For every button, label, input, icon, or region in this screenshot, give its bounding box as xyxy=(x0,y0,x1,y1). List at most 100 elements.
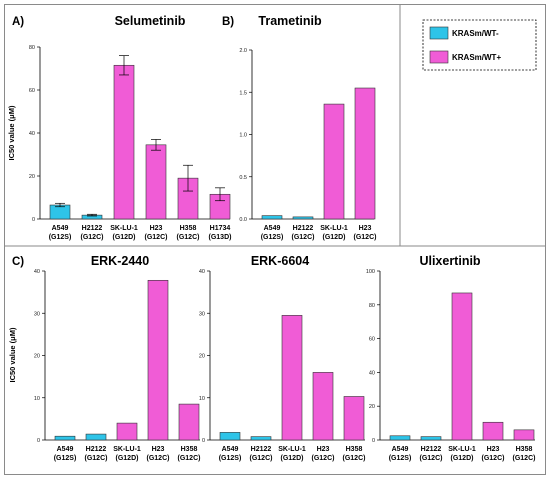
x-tick-sublabel: (G12C) xyxy=(177,234,200,241)
legend: KRASm/WT- KRASm/WT+ xyxy=(422,19,537,71)
y-tick-label: 60 xyxy=(369,337,375,343)
bar-erk2440-3 xyxy=(147,279,169,441)
legend-swatch-wt-plus xyxy=(429,50,449,64)
bar-ulixertinib-0 xyxy=(389,435,411,441)
x-tick-sublabel: (G13D) xyxy=(209,234,232,241)
chart-title: Ulixertinib xyxy=(419,254,480,268)
x-tick-label: H23 xyxy=(152,446,165,453)
bar-erk2440-1 xyxy=(85,433,107,441)
y-tick-label: 0 xyxy=(372,438,375,444)
y-tick-label: 100 xyxy=(366,269,375,275)
bar-selumetinib-3 xyxy=(145,144,167,220)
x-tick-label: H23 xyxy=(359,225,372,232)
bar-erk2440-2 xyxy=(116,422,138,441)
x-tick-sublabel: (G12S) xyxy=(389,455,412,462)
panel-selumetinib: Selumetinib A) IC50 value (μM) 0 20 40 60 80 A54… xyxy=(7,14,231,241)
y-tick-label: 20 xyxy=(29,174,35,180)
y-tick-label: 2.0 xyxy=(239,48,247,54)
panel-ulixertinib: Ulixertinib 0 20 40 60 80 100 A549 (G12S) H2122 (G… xyxy=(366,254,536,462)
y-tick-label: 0 xyxy=(32,217,35,223)
y-tick-label: 60 xyxy=(29,88,35,94)
x-tick-label: H2122 xyxy=(82,225,103,232)
bar-erk6604-2 xyxy=(281,315,303,441)
y-tick-label: 40 xyxy=(199,269,205,275)
bar-erk2440-4 xyxy=(178,403,200,441)
y-tick-label: 1.5 xyxy=(239,90,247,96)
x-tick-label: A549 xyxy=(392,446,409,453)
figure-frame xyxy=(4,4,546,475)
y-tick-label: 40 xyxy=(369,370,375,376)
x-tick-sublabel: (G12C) xyxy=(420,455,443,462)
y-tick-label: 30 xyxy=(199,311,205,317)
x-tick-label: H358 xyxy=(516,446,533,453)
y-tick-label: 40 xyxy=(29,131,35,137)
x-tick-label: H23 xyxy=(317,446,330,453)
x-tick-sublabel: (G12C) xyxy=(147,455,170,462)
x-tick-label: H23 xyxy=(150,225,163,232)
bar-trametinib-0 xyxy=(261,215,283,220)
x-tick-sublabel: (G12D) xyxy=(281,455,304,462)
panel-erk-6604: ERK-6604 0 10 20 30 40 A549 (G12S) H2122 (G12C) SK… xyxy=(199,254,366,462)
y-tick-label: 10 xyxy=(34,396,40,402)
x-tick-sublabel: (G12C) xyxy=(145,234,168,241)
chart-title: ERK-2440 xyxy=(91,254,149,268)
panel-label: A) xyxy=(12,16,24,28)
x-tick-sublabel: (G12C) xyxy=(513,455,536,462)
x-tick-sublabel: (G12C) xyxy=(85,455,108,462)
y-tick-label: 20 xyxy=(369,404,375,410)
y-tick-label: 1.0 xyxy=(239,133,247,139)
x-tick-label: A549 xyxy=(222,446,239,453)
y-tick-label: 20 xyxy=(199,354,205,360)
x-tick-sublabel: (G12D) xyxy=(113,234,136,241)
x-tick-label: H2122 xyxy=(293,225,314,232)
y-axis-label: IC50 value (μM) xyxy=(8,327,17,383)
x-tick-label: H358 xyxy=(181,446,198,453)
x-tick-label: H2122 xyxy=(251,446,272,453)
y-tick-label: 80 xyxy=(29,45,35,51)
x-tick-sublabel: (G12C) xyxy=(250,455,273,462)
x-tick-sublabel: (G12S) xyxy=(54,455,77,462)
y-tick-label: 20 xyxy=(34,354,40,360)
chart-title: Selumetinib xyxy=(115,14,186,28)
legend-label-wt-minus: KRASm/WT- xyxy=(452,29,499,38)
bar-ulixertinib-3 xyxy=(482,421,504,441)
bar-selumetinib-0 xyxy=(49,204,71,220)
x-tick-label: H2122 xyxy=(86,446,107,453)
x-tick-label: SK-LU-1 xyxy=(320,225,348,232)
legend-box xyxy=(422,19,537,71)
x-tick-sublabel: (G12S) xyxy=(261,234,284,241)
y-tick-label: 0 xyxy=(202,438,205,444)
y-tick-label: 0.5 xyxy=(239,175,247,181)
y-tick-label: 40 xyxy=(34,269,40,275)
bar-trametinib-1 xyxy=(292,216,314,220)
x-tick-sublabel: (G12C) xyxy=(292,234,315,241)
x-tick-sublabel: (G12D) xyxy=(323,234,346,241)
x-tick-sublabel: (G12C) xyxy=(354,234,377,241)
bar-selumetinib-2 xyxy=(113,64,135,220)
panel-label: C) xyxy=(12,256,24,268)
x-tick-sublabel: (G12S) xyxy=(49,234,72,241)
x-tick-label: H1734 xyxy=(210,225,231,232)
chart-title: Trametinib xyxy=(258,14,322,28)
y-tick-label: 30 xyxy=(34,311,40,317)
x-tick-sublabel: (G12D) xyxy=(451,455,474,462)
y-tick-label: 0 xyxy=(37,438,40,444)
x-tick-label: H2122 xyxy=(421,446,442,453)
x-tick-label: A549 xyxy=(57,446,74,453)
x-tick-sublabel: (G12C) xyxy=(343,455,366,462)
x-tick-sublabel: (G12S) xyxy=(219,455,242,462)
x-tick-label: H358 xyxy=(180,225,197,232)
x-tick-label: SK-LU-1 xyxy=(113,446,141,453)
bar-trametinib-2 xyxy=(323,103,345,220)
bar-ulixertinib-4 xyxy=(513,429,535,441)
panel-label: B) xyxy=(222,16,234,28)
y-axis-label: IC50 value (μM) xyxy=(7,105,16,161)
x-tick-label: A549 xyxy=(264,225,281,232)
bar-ulixertinib-1 xyxy=(420,436,442,441)
x-tick-label: H23 xyxy=(487,446,500,453)
x-tick-label: H358 xyxy=(346,446,363,453)
y-tick-label: 10 xyxy=(199,396,205,402)
x-tick-label: A549 xyxy=(52,225,69,232)
x-tick-label: SK-LU-1 xyxy=(278,446,306,453)
